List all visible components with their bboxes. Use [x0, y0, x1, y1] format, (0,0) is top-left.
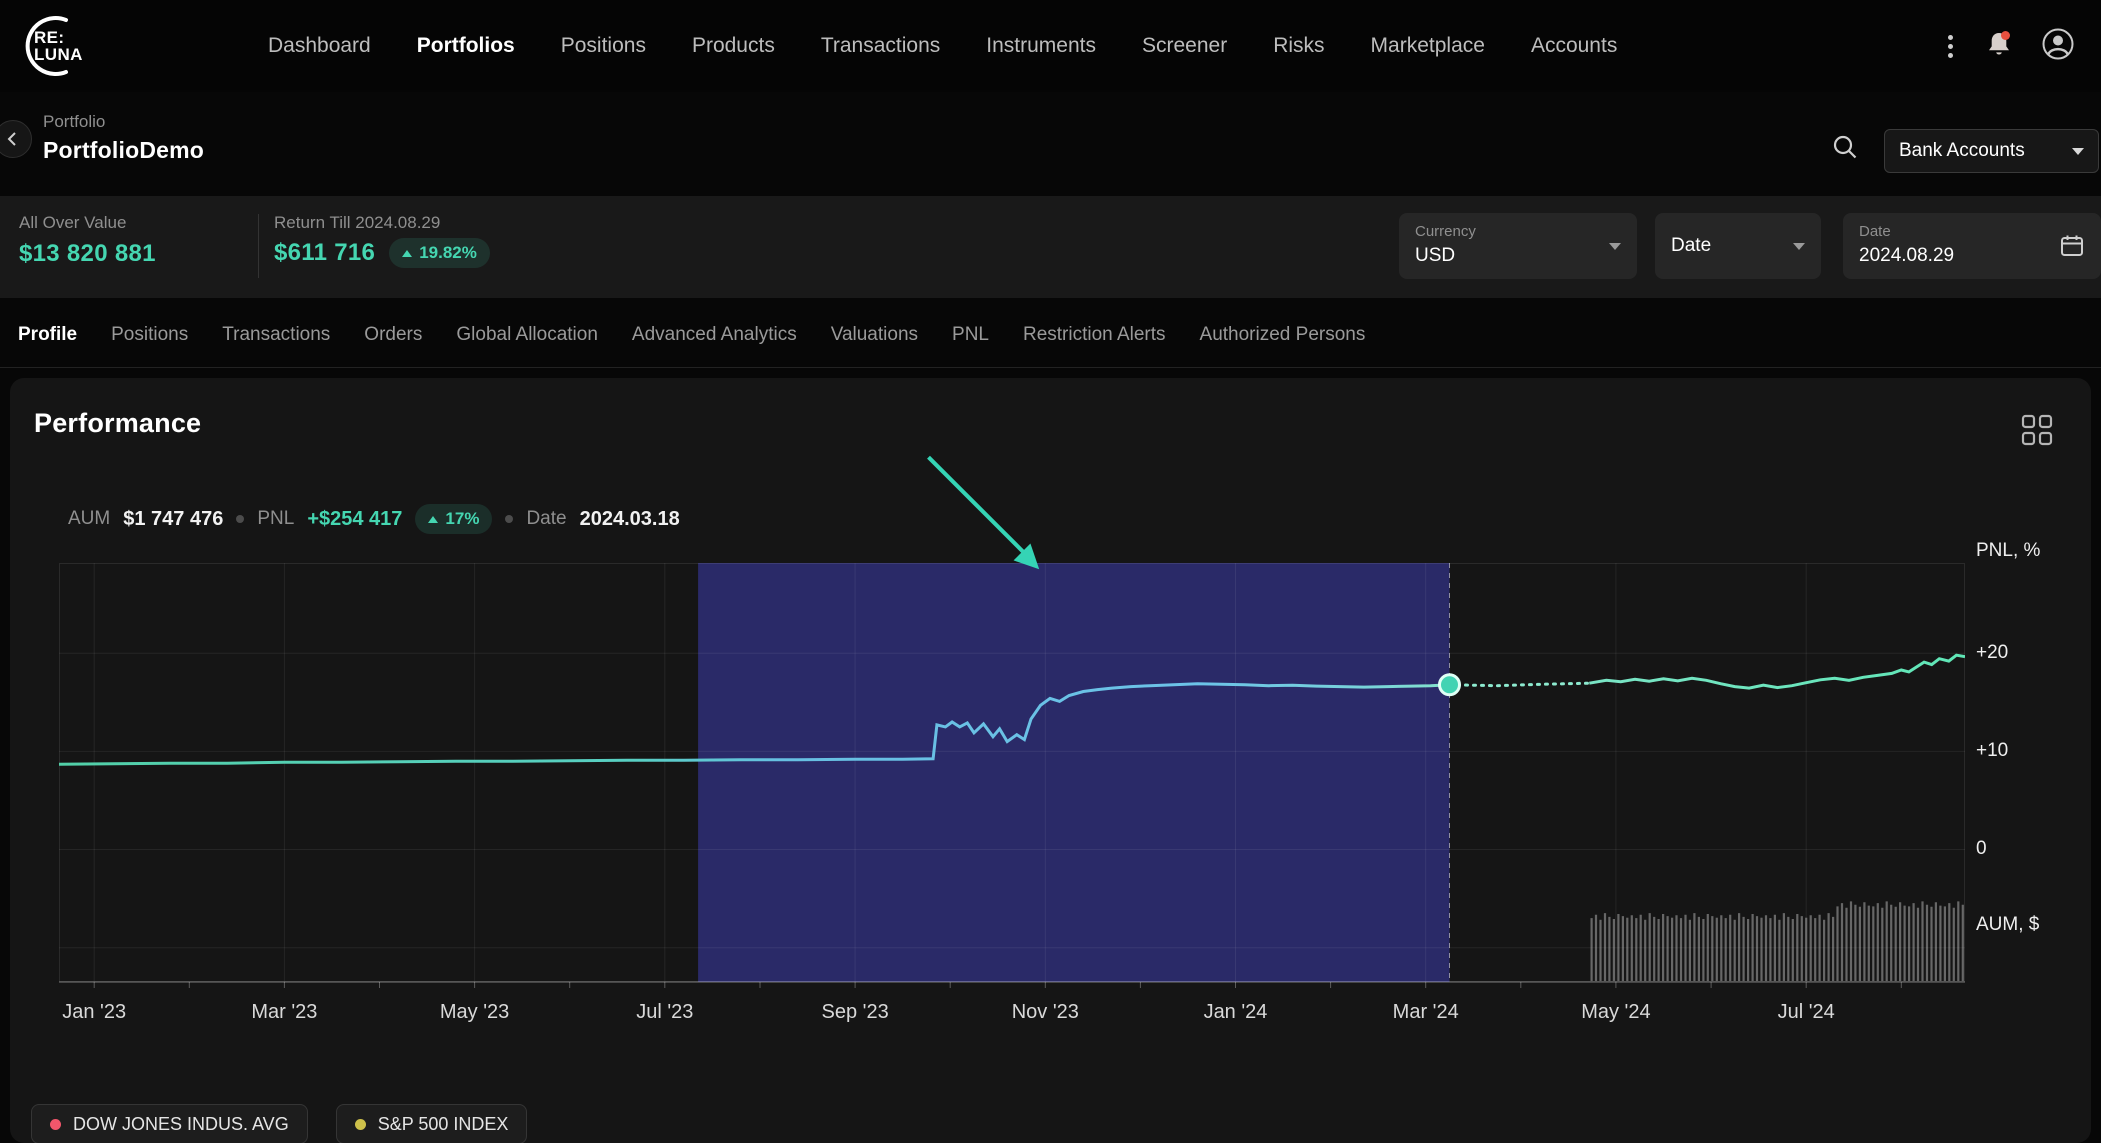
portfolio-eyebrow: Portfolio [43, 112, 105, 132]
kebab-menu-icon[interactable] [1944, 31, 1957, 62]
portfolio-app: RE: LUNA Dashboard Portfolios Positions … [0, 0, 2101, 1143]
separator-dot-icon [236, 515, 244, 523]
notification-dot [2001, 31, 2010, 40]
nav-item-dashboard[interactable]: Dashboard [268, 34, 371, 58]
nav-item-portfolios[interactable]: Portfolios [417, 34, 515, 58]
up-arrow-icon [428, 516, 438, 523]
page-title: PortfolioDemo [43, 137, 204, 164]
all-over-value-block: All Over Value $13 820 881 [19, 213, 156, 268]
tab-global-allocation[interactable]: Global Allocation [456, 324, 598, 346]
brand-logo[interactable]: RE: LUNA [20, 13, 86, 79]
nav-item-accounts[interactable]: Accounts [1531, 34, 1617, 58]
back-button[interactable] [0, 120, 32, 158]
nav-right-controls [1944, 0, 2075, 92]
nav-item-products[interactable]: Products [692, 34, 775, 58]
return-pct-badge: 19.82% [389, 238, 490, 268]
svg-text:Jul '24: Jul '24 [1778, 1001, 1835, 1023]
y-tick-plus10: +10 [1976, 740, 2008, 762]
calendar-icon [2059, 233, 2085, 264]
chevron-down-icon [2072, 148, 2084, 155]
nav-item-screener[interactable]: Screener [1142, 34, 1227, 58]
date-field-label: Date [1859, 223, 2085, 240]
legend-label: S&P 500 INDEX [378, 1114, 509, 1135]
legend-chip-dow-jones[interactable]: DOW JONES INDUS. AVG [31, 1104, 308, 1143]
return-label: Return Till 2024.08.29 [274, 213, 490, 233]
cursor-arrow-annotation [915, 445, 1050, 580]
tab-pnl[interactable]: PNL [952, 324, 989, 346]
date-mode-dropdown[interactable]: Date [1655, 213, 1821, 279]
divider [258, 214, 259, 278]
chart-tooltip-row: AUM $1 747 476 PNL +$254 417 17% Date 20… [68, 504, 680, 534]
svg-text:May '23: May '23 [440, 1001, 509, 1023]
currency-dropdown[interactable]: Currency USD [1399, 213, 1637, 279]
grid-layout-icon[interactable] [2021, 414, 2053, 451]
date-value: 2024.03.18 [580, 508, 680, 531]
svg-text:Mar '24: Mar '24 [1393, 1001, 1459, 1023]
svg-text:Nov '23: Nov '23 [1012, 1001, 1079, 1023]
avatar-icon[interactable] [2041, 27, 2075, 66]
y-axis-title: PNL, % [1976, 540, 2040, 562]
tab-restriction-alerts[interactable]: Restriction Alerts [1023, 324, 1166, 346]
legend-label: DOW JONES INDUS. AVG [73, 1114, 289, 1135]
svg-text:May '24: May '24 [1581, 1001, 1650, 1023]
benchmark-legend: DOW JONES INDUS. AVG S&P 500 INDEX [31, 1104, 527, 1143]
tab-profile[interactable]: Profile [18, 324, 77, 346]
bank-accounts-dropdown[interactable]: Bank Accounts [1884, 129, 2099, 173]
nav-item-positions[interactable]: Positions [561, 34, 646, 58]
svg-text:Sep '23: Sep '23 [821, 1001, 888, 1023]
legend-dot [50, 1119, 61, 1130]
top-nav: RE: LUNA Dashboard Portfolios Positions … [0, 0, 2101, 92]
svg-text:Jan '24: Jan '24 [1204, 1001, 1268, 1023]
currency-value: USD [1415, 245, 1621, 267]
tab-positions[interactable]: Positions [111, 324, 188, 346]
separator-dot-icon [505, 515, 513, 523]
aum-label: AUM [68, 508, 110, 530]
svg-text:Jan '23: Jan '23 [62, 1001, 126, 1023]
tab-advanced-analytics[interactable]: Advanced Analytics [632, 324, 797, 346]
pnl-label: PNL [257, 508, 294, 530]
up-arrow-icon [402, 250, 412, 257]
nav-item-marketplace[interactable]: Marketplace [1371, 34, 1485, 58]
bell-icon[interactable] [1985, 29, 2013, 64]
y2-axis-title: AUM, $ [1976, 914, 2039, 936]
performance-chart[interactable]: Jan '23 Mar '23 May '23 Jul '23 Sep '23 Nov '… [59, 563, 1965, 1027]
y-tick-zero: 0 [1976, 838, 1987, 860]
back-chevron-icon [3, 129, 23, 149]
summary-bar: All Over Value $13 820 881 Return Till 2… [0, 196, 2101, 298]
pnl-pct-badge: 17% [415, 504, 492, 534]
tab-orders[interactable]: Orders [364, 324, 422, 346]
date-mode-label: Date [1671, 235, 1711, 257]
chevron-down-icon [1609, 243, 1621, 250]
all-over-value-label: All Over Value [19, 213, 156, 233]
tab-valuations[interactable]: Valuations [831, 324, 918, 346]
svg-text:Mar '23: Mar '23 [251, 1001, 317, 1023]
bank-accounts-label: Bank Accounts [1899, 140, 2062, 162]
legend-chip-sp500[interactable]: S&P 500 INDEX [336, 1104, 528, 1143]
performance-card: Performance AUM $1 747 476 PNL +$254 417… [10, 378, 2091, 1143]
tab-authorized-persons[interactable]: Authorized Persons [1200, 324, 1366, 346]
return-block: Return Till 2024.08.29 $611 716 19.82% [274, 213, 490, 268]
search-icon[interactable] [1830, 132, 1860, 167]
return-value: $611 716 [274, 239, 375, 267]
nav-item-risks[interactable]: Risks [1273, 34, 1324, 58]
currency-label: Currency [1415, 223, 1621, 240]
main-nav: Dashboard Portfolios Positions Products … [268, 0, 1617, 92]
legend-dot [355, 1119, 366, 1130]
date-picker-field[interactable]: Date 2024.08.29 [1843, 213, 2101, 279]
brand-name: RE: LUNA [34, 29, 83, 63]
tab-transactions[interactable]: Transactions [222, 324, 330, 346]
pnl-value: +$254 417 [307, 508, 402, 531]
chevron-down-icon [1793, 243, 1805, 250]
portfolio-tabs: Profile Positions Transactions Orders Gl… [0, 302, 2101, 368]
performance-title: Performance [34, 408, 201, 439]
date-label: Date [526, 508, 566, 530]
date-field-value: 2024.08.29 [1859, 245, 2085, 267]
svg-text:Jul '23: Jul '23 [636, 1001, 693, 1023]
aum-value: $1 747 476 [123, 508, 223, 531]
y-tick-plus20: +20 [1976, 642, 2008, 664]
nav-item-instruments[interactable]: Instruments [986, 34, 1096, 58]
all-over-value: $13 820 881 [19, 240, 156, 268]
nav-item-transactions[interactable]: Transactions [821, 34, 940, 58]
